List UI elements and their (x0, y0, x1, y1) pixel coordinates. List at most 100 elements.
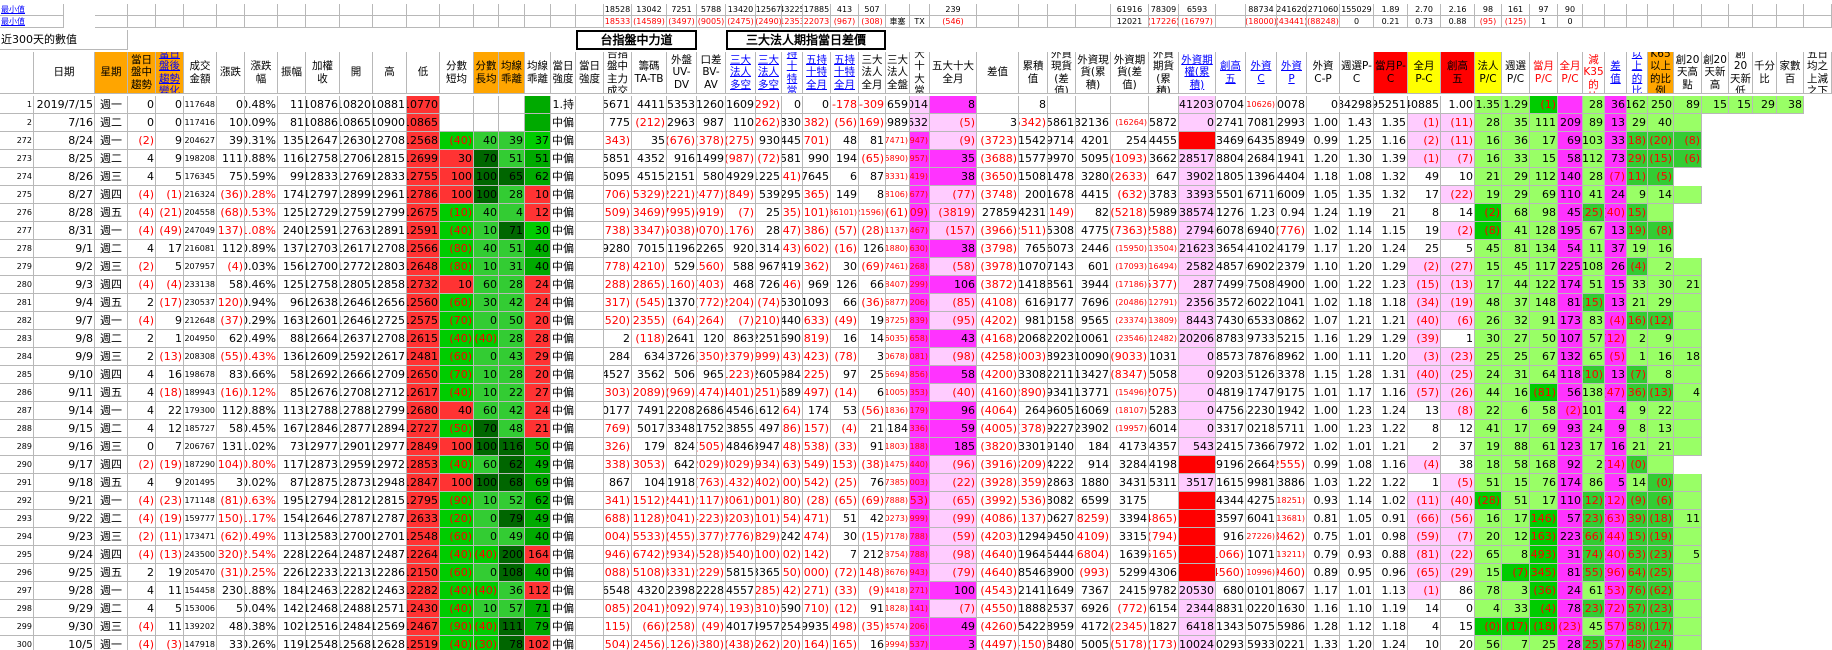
data-cell[interactable]: 1.17 (1307, 240, 1340, 258)
data-cell[interactable]: (6220) (782, 636, 803, 650)
data-cell[interactable]: 6989 (886, 114, 910, 132)
data-cell[interactable]: (70) (440, 312, 474, 330)
column-header[interactable]: K65上減K35的比例 (1583, 52, 1605, 94)
data-cell[interactable]: 23654 (1216, 240, 1246, 258)
date-cell[interactable]: 9/2 (34, 258, 95, 276)
data-cell[interactable]: (3003) (1019, 348, 1048, 366)
row-index[interactable]: 274 (0, 168, 34, 186)
data-cell[interactable]: 12788 (340, 402, 373, 420)
data-cell[interactable]: (12) (1583, 492, 1605, 510)
data-cell[interactable]: (4160) (977, 384, 1019, 402)
data-cell[interactable]: (40) (474, 546, 499, 564)
row-index[interactable]: 272 (0, 132, 34, 150)
data-cell[interactable]: 2344 (1179, 600, 1216, 618)
data-cell[interactable]: (163) (1530, 528, 1558, 546)
data-cell[interactable]: (1) (1408, 582, 1441, 600)
data-cell[interactable]: 0.99 (1307, 456, 1340, 474)
data-cell[interactable]: 11630 (1277, 600, 1307, 618)
data-cell[interactable]: 16 (1605, 438, 1627, 456)
data-cell[interactable]: (60) (440, 564, 474, 582)
row-index[interactable]: 284 (0, 348, 34, 366)
data-cell[interactable]: (57) (1627, 600, 1648, 618)
data-cell[interactable]: (987) (726, 150, 756, 168)
data-cell[interactable]: (62) (1648, 582, 1674, 600)
data-cell[interactable]: 990 (803, 150, 831, 168)
data-cell[interactable]: 1.14 (1340, 492, 1374, 510)
data-cell[interactable]: 4546 (726, 402, 756, 420)
data-cell[interactable]: 99 (278, 168, 306, 186)
data-cell[interactable]: (493) (1530, 546, 1558, 564)
column-header[interactable]: 口差BV-AV (697, 52, 726, 94)
weekday-cell[interactable]: 週三 (95, 438, 128, 456)
data-cell[interactable]: (25) (1583, 204, 1605, 222)
date-cell[interactable]: 9/24 (34, 546, 95, 564)
data-cell[interactable]: 243500 (184, 546, 217, 564)
data-cell[interactable]: (849) (726, 186, 756, 204)
data-cell[interactable]: (275) (726, 132, 756, 150)
data-cell[interactable]: 2 (604, 330, 632, 348)
data-cell[interactable]: 16 (1475, 150, 1502, 168)
data-cell[interactable]: 12833 (373, 168, 407, 186)
data-cell[interactable]: 863 (726, 330, 756, 348)
data-cell[interactable]: 12873 (340, 474, 373, 492)
data-cell[interactable]: 10 (440, 276, 474, 294)
column-header[interactable]: 週選P/C (1502, 52, 1530, 94)
data-cell[interactable]: (40) (1605, 546, 1627, 564)
data-cell[interactable]: (1464) (782, 402, 803, 420)
data-cell[interactable]: 6184 (886, 420, 910, 438)
column-header[interactable]: 台指盤中主力成交 (604, 52, 632, 94)
data-cell[interactable]: 12875 (306, 474, 340, 492)
data-cell[interactable]: 12282 (407, 582, 440, 600)
data-cell[interactable]: (57) (1408, 384, 1441, 402)
top-row-value[interactable] (525, 4, 551, 16)
data-cell[interactable]: 58 (1530, 402, 1558, 420)
data-cell[interactable]: 0.95 (1340, 564, 1374, 582)
data-cell[interactable] (576, 384, 604, 402)
data-cell[interactable]: (81) (1530, 384, 1558, 402)
data-cell[interactable]: (10996) (1246, 564, 1277, 582)
data-cell[interactable]: 7367 (1076, 582, 1111, 600)
row-index[interactable]: 299 (0, 618, 34, 636)
data-cell[interactable]: 12463 (306, 582, 340, 600)
top-row-value[interactable] (525, 16, 551, 28)
data-cell[interactable]: 10 (474, 366, 499, 384)
top-row-value[interactable]: (17226) (1149, 16, 1179, 28)
data-cell[interactable]: (33) (831, 582, 859, 600)
data-cell[interactable]: (12791) (1149, 294, 1179, 312)
data-cell[interactable]: 4455 (1149, 132, 1179, 150)
data-cell[interactable]: 0 (1441, 600, 1475, 618)
data-cell[interactable]: (4150) (1019, 636, 1048, 650)
data-cell[interactable]: (3723) (977, 132, 1019, 150)
column-header[interactable]: 分數長均 (474, 52, 499, 94)
data-cell[interactable]: 12560 (407, 294, 440, 312)
data-cell[interactable]: (1934) (756, 456, 782, 474)
data-cell[interactable]: 4320 (632, 582, 667, 600)
data-cell[interactable]: 1.32 (1374, 186, 1408, 204)
row-index[interactable]: 279 (0, 258, 34, 276)
data-cell[interactable]: (7) (930, 600, 977, 618)
data-cell[interactable]: 106 (930, 276, 977, 294)
data-cell[interactable]: 12795 (407, 492, 440, 510)
data-cell[interactable]: 12648 (407, 258, 440, 276)
data-cell[interactable]: (3469) (632, 204, 667, 222)
data-cell[interactable]: (81) (1408, 546, 1441, 564)
data-cell[interactable]: (29) (1627, 150, 1648, 168)
column-header[interactable]: 當月P-C (1374, 52, 1408, 94)
data-cell[interactable]: 12846 (306, 420, 340, 438)
data-cell[interactable]: 29 (525, 348, 551, 366)
data-cell[interactable]: 30 (525, 222, 551, 240)
data-cell[interactable]: 1.00 (1307, 420, 1340, 438)
data-cell[interactable]: 12628 (373, 636, 407, 650)
data-cell[interactable]: (633) (803, 312, 831, 330)
top-row-value[interactable]: 0.88 (1441, 16, 1475, 28)
data-cell[interactable]: (7) (1605, 168, 1627, 186)
data-cell[interactable]: 28 (525, 330, 551, 348)
data-cell[interactable]: 5815 (726, 564, 756, 582)
data-cell[interactable] (576, 312, 604, 330)
data-cell[interactable]: (80) (440, 258, 474, 276)
date-cell[interactable]: 9/28 (34, 582, 95, 600)
data-cell[interactable]: 56 (1475, 636, 1502, 650)
data-cell[interactable]: 4 (1475, 600, 1502, 618)
data-cell[interactable]: 5005 (1076, 636, 1111, 650)
